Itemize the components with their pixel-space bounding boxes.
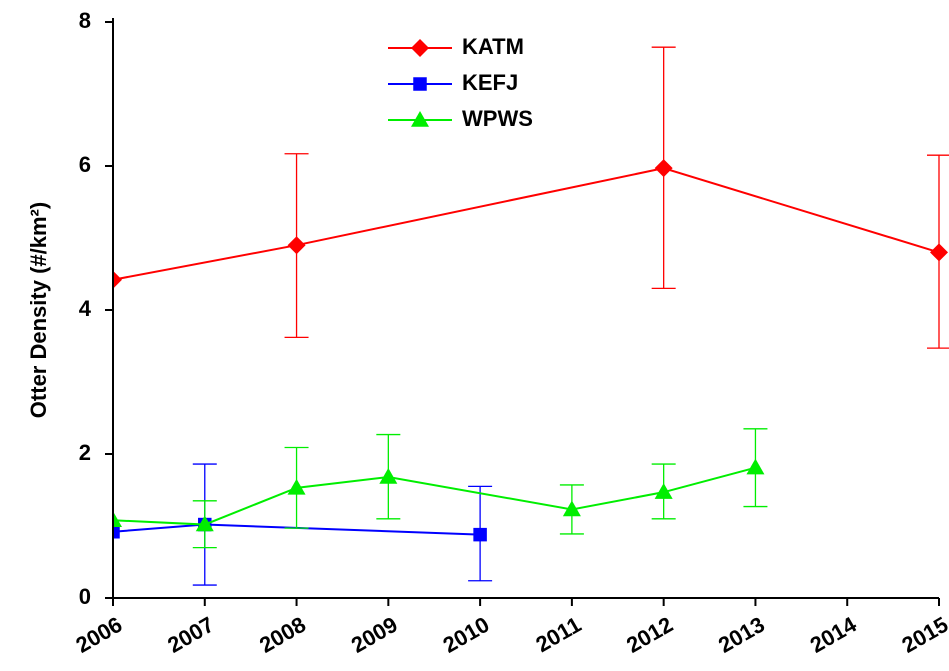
x-tick-label: 2009 xyxy=(347,612,402,658)
marker xyxy=(287,236,306,255)
x-tick-label: 2013 xyxy=(714,612,769,658)
x-tick-label: 2011 xyxy=(531,612,585,658)
marker xyxy=(287,478,306,495)
series-line xyxy=(113,167,940,281)
marker xyxy=(654,483,673,499)
x-tick-label: 2012 xyxy=(622,612,677,658)
marker xyxy=(654,159,673,178)
marker xyxy=(411,111,429,127)
marker xyxy=(379,468,398,484)
y-tick-label: 8 xyxy=(79,8,91,33)
x-tick-label: 2008 xyxy=(255,612,310,658)
y-tick-label: 6 xyxy=(79,152,91,177)
marker xyxy=(746,458,765,475)
marker xyxy=(113,270,122,289)
marker xyxy=(113,511,122,527)
marker xyxy=(413,77,427,91)
marker xyxy=(562,500,581,517)
y-tick-label: 4 xyxy=(79,296,92,321)
x-tick-label: 2014 xyxy=(806,611,862,658)
legend-label: KEFJ xyxy=(462,70,518,95)
x-tick-label: 2006 xyxy=(72,612,127,658)
legend-label: KATM xyxy=(462,34,524,59)
y-tick-label: 0 xyxy=(79,584,91,609)
y-tick-label: 2 xyxy=(79,440,91,465)
x-tick-label: 2015 xyxy=(898,612,949,658)
marker xyxy=(113,525,120,539)
plot-area xyxy=(113,46,949,586)
marker xyxy=(473,527,487,542)
legend-label: WPWS xyxy=(462,106,533,131)
x-tick-label: 2007 xyxy=(163,612,218,658)
x-tick-label: 2010 xyxy=(439,612,494,658)
y-axis-label: Otter Density (#/km²) xyxy=(26,202,51,418)
marker xyxy=(195,515,214,532)
marker xyxy=(930,243,948,262)
marker xyxy=(411,39,429,57)
